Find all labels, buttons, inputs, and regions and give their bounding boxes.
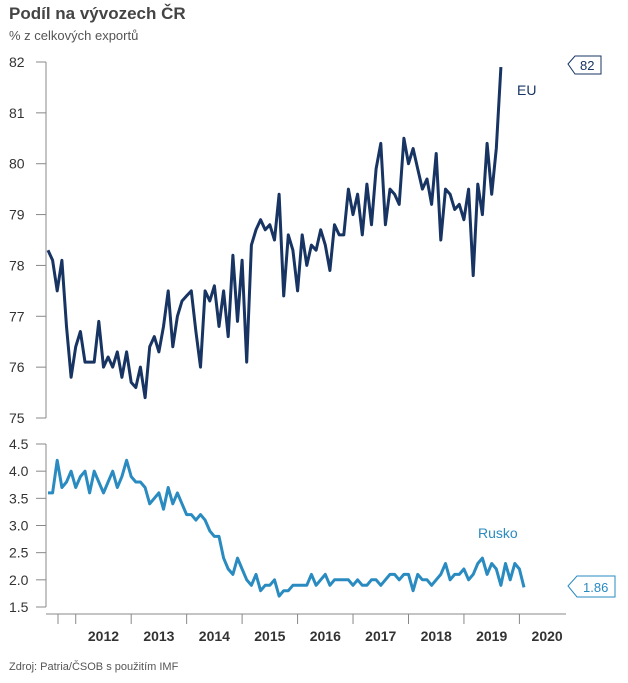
rusko-y-tick-label: 4.0 xyxy=(9,463,29,479)
chart-title: Podíl na vývozech ČR xyxy=(9,4,186,23)
eu-y-tick-label: 82 xyxy=(9,54,25,70)
eu-y-tick-label: 75 xyxy=(9,410,25,426)
x-tick-label: 2014 xyxy=(199,628,230,644)
x-tick-label: 2018 xyxy=(421,628,452,644)
x-tick-label: 2012 xyxy=(88,628,119,644)
x-tick-label: 2015 xyxy=(254,628,285,644)
source-note: Zdroj: Patria/ČSOB s použitím IMF xyxy=(9,661,179,673)
x-tick-label: 2020 xyxy=(532,628,563,644)
rusko-value-callout: 1.86 xyxy=(567,575,616,598)
rusko-y-tick-label: 4.5 xyxy=(9,436,29,452)
rusko-y-tick-label: 2.5 xyxy=(9,545,29,561)
x-tick-label: 2016 xyxy=(310,628,341,644)
rusko-series-line xyxy=(48,458,526,598)
eu-y-axis: 75 76 77 78 79 80 81 82 xyxy=(9,54,47,426)
eu-series-line xyxy=(46,67,503,400)
rusko-y-tick-label: 1.5 xyxy=(9,599,29,615)
eu-y-tick-label: 76 xyxy=(9,359,25,375)
rusko-series-label: Rusko xyxy=(478,525,518,541)
x-tick-label: 2019 xyxy=(476,628,507,644)
eu-callout-text: 82 xyxy=(580,58,594,73)
eu-series-label: EU xyxy=(517,82,536,98)
rusko-y-tick-label: 2.0 xyxy=(9,572,29,588)
x-axis: 2012 2013 2014 2015 2016 2017 2018 2019 2020 xyxy=(46,613,566,644)
rusko-y-axis: 1.5 2.0 2.5 3.0 3.5 4.0 4.5 xyxy=(9,436,47,615)
x-tick-label: 2013 xyxy=(143,628,174,644)
eu-y-tick-label: 77 xyxy=(9,308,25,324)
chart-subtitle: % z celkových exportů xyxy=(9,28,139,43)
rusko-y-tick-label: 3.5 xyxy=(9,490,29,506)
eu-y-tick-label: 81 xyxy=(9,105,25,121)
rusko-y-tick-label: 3.0 xyxy=(9,518,29,534)
eu-y-tick-label: 78 xyxy=(9,257,25,273)
eu-y-tick-label: 79 xyxy=(9,207,25,223)
eu-value-callout: 82 xyxy=(567,55,602,75)
eu-y-tick-label: 80 xyxy=(9,156,25,172)
x-tick-label: 2017 xyxy=(365,628,396,644)
rusko-callout-text: 1.86 xyxy=(583,580,608,595)
